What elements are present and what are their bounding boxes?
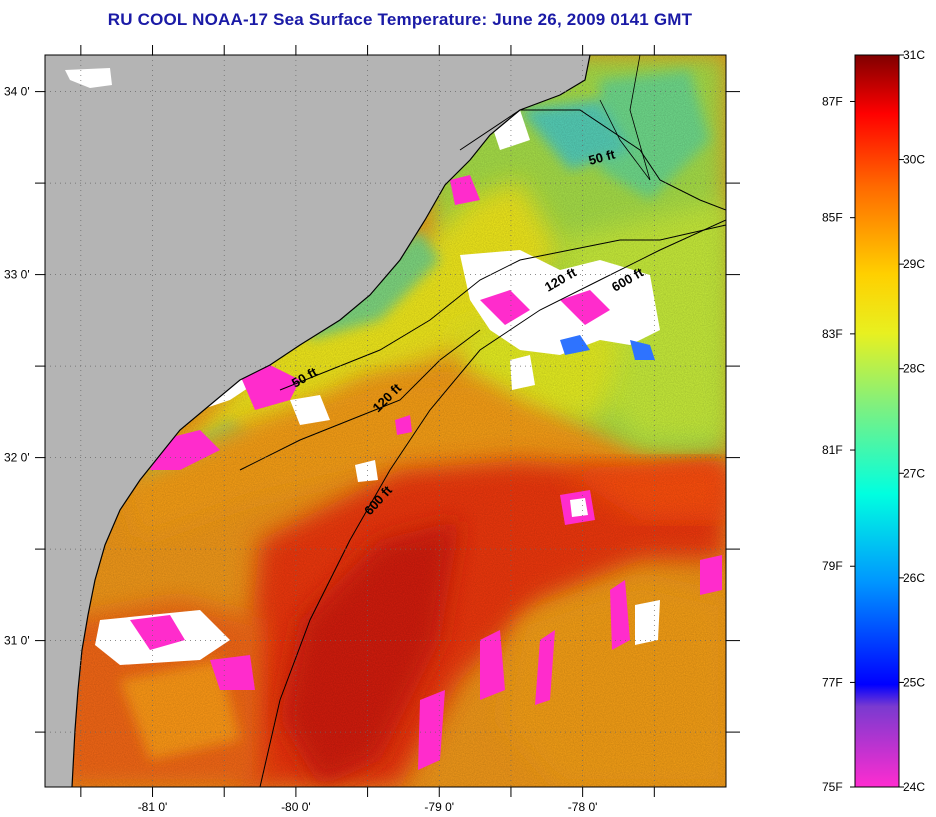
lat-tick-label: 32 0' [4, 451, 30, 465]
lat-tick-label: 33 0' [4, 268, 30, 282]
colorbar-ticks: 31C 30C 29C 28C 27C 26C 25C 24C 87F 85F 83F 81F 79F 7… [822, 48, 925, 794]
lat-tick-label: 34 0' [4, 85, 30, 99]
lon-tick-label: -79 0' [424, 800, 454, 814]
land-mass [45, 55, 590, 787]
colorbar-ramp [854, 54, 900, 788]
colorbar-c-label: 27C [903, 466, 925, 480]
colorbar-c-label: 26C [903, 571, 925, 585]
lon-tick-label: -81 0' [138, 800, 168, 814]
lat-tick-label: 31 0' [4, 634, 30, 648]
isobath-lines [239, 109, 726, 787]
axis-ticks: -81 0' -80 0' -79 0' -78 0' 34 0' 33 0' 32 0' 3… [4, 45, 740, 814]
colorbar-c-label: 28C [903, 362, 925, 376]
colorbar-c-label: 30C [903, 153, 925, 167]
contour-label-50ft-north: 50 ft [587, 146, 617, 168]
land-cloud [65, 68, 112, 88]
map-frame [44, 54, 727, 788]
colorbar-f-label: 83F [822, 327, 843, 341]
colorbar-f-label: 81F [822, 443, 843, 457]
colorbar-c-label: 25C [903, 675, 925, 689]
colorbar-f-label: 75F [822, 780, 843, 794]
sst-map[interactable]: 50 ft 120 ft 600 ft 50 ft 120 ft 600 ft … [0, 0, 800, 817]
colorbar-f-label: 85F [822, 211, 843, 225]
colorbar-c-label: 24C [903, 780, 925, 794]
colorbar-c-label: 29C [903, 257, 925, 271]
colorbar-c-label: 31C [903, 48, 925, 62]
colorbar-f-label: 87F [822, 94, 843, 108]
colorbar-f-label: 77F [822, 675, 843, 689]
graticule [45, 55, 726, 787]
coastline [71, 55, 591, 787]
colorbar-f-label: 79F [822, 559, 843, 573]
lon-tick-label: -80 0' [281, 800, 311, 814]
map-title: RU COOL NOAA-17 Sea Surface Temperature:… [107, 10, 693, 29]
lon-tick-label: -78 0' [568, 800, 598, 814]
